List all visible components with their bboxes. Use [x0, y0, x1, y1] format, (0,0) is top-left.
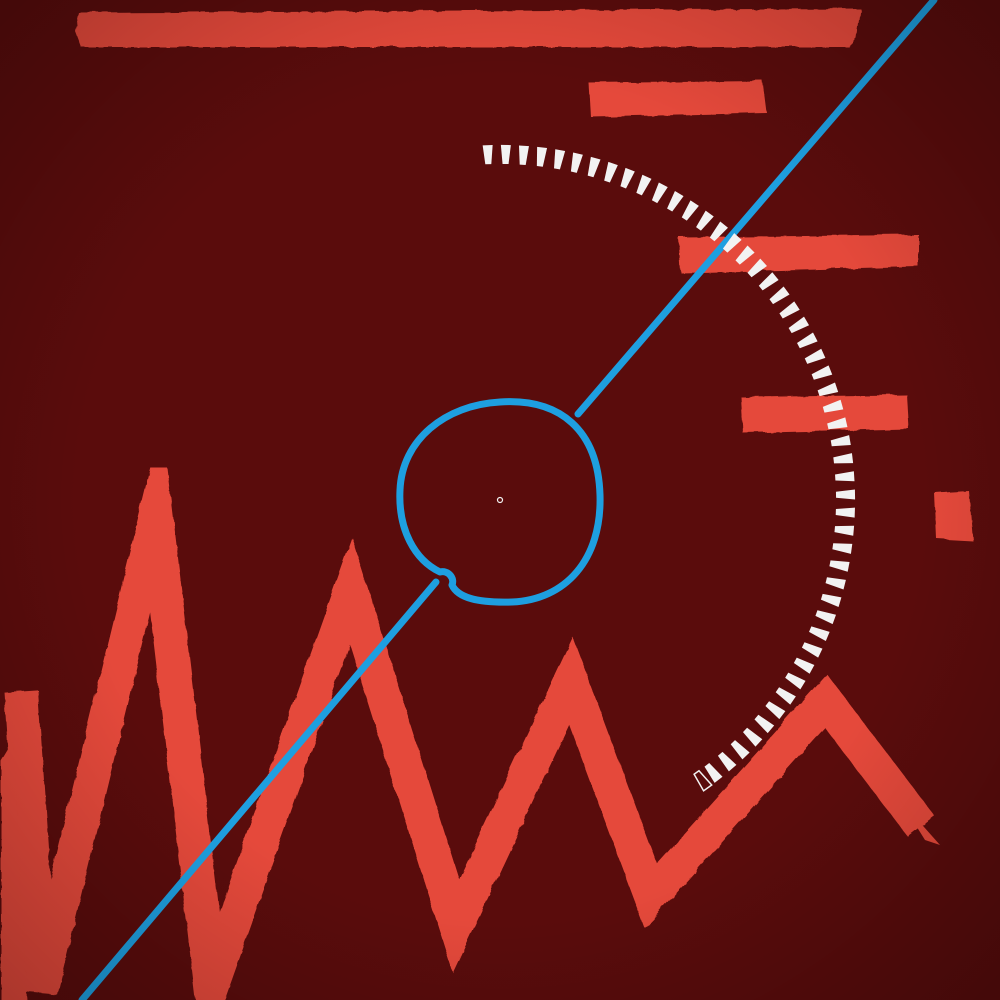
abstract-artwork-canvas — [0, 0, 1000, 1000]
vignette-overlay — [0, 0, 1000, 1000]
